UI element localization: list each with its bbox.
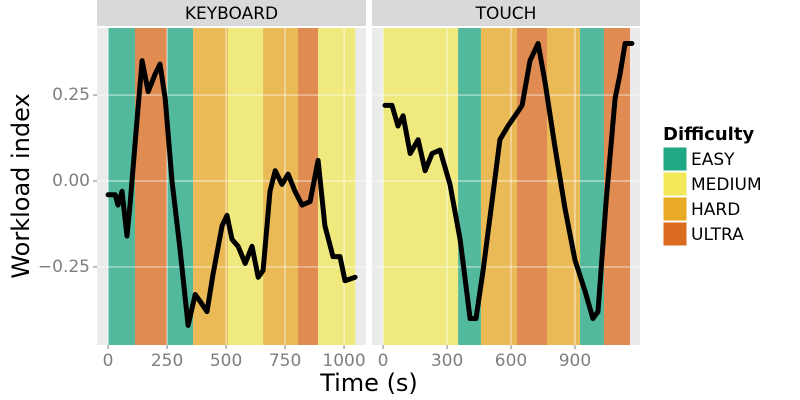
y-tick-label: −0.25 [38, 257, 90, 277]
difficulty-band [298, 28, 319, 345]
x-tick-label: 600 [495, 351, 527, 371]
legend-title: Difficulty [663, 124, 754, 145]
y-tick-label: 0.00 [52, 171, 90, 191]
legend-label: MEDIUM [691, 175, 762, 195]
x-tick-label: 750 [269, 351, 301, 371]
x-tick-label: 0 [378, 351, 389, 371]
legend-key [662, 196, 688, 222]
legend-key [662, 146, 688, 172]
legend-label: EASY [691, 150, 735, 170]
legend-label: HARD [691, 200, 740, 220]
x-tick-label: 1000 [322, 351, 365, 371]
legend-label: ULTRA [691, 225, 744, 245]
difficulty-band [383, 28, 459, 345]
difficulty-band [227, 28, 264, 345]
legend-key [662, 171, 688, 197]
difficulty-band [516, 28, 548, 345]
x-tick-label: 500 [210, 351, 242, 371]
y-tick-label: 0.25 [52, 85, 90, 105]
x-tick-label: 300 [431, 351, 463, 371]
difficulty-band [580, 28, 604, 345]
workload-line [382, 41, 635, 321]
x-tick-label: 0 [103, 351, 114, 371]
workload-line [105, 58, 358, 328]
strip [372, 0, 640, 26]
x-tick-label: 250 [151, 351, 183, 371]
x-tick-label: 900 [559, 351, 591, 371]
y-axis-title: Workload index [7, 93, 35, 278]
legend-key [662, 221, 688, 247]
facet-title: KEYBOARD [185, 4, 278, 24]
difficulty-band [318, 28, 356, 345]
x-axis-title: Time (s) [319, 369, 418, 397]
strip [97, 0, 366, 26]
facet-title: TOUCH [475, 4, 537, 24]
